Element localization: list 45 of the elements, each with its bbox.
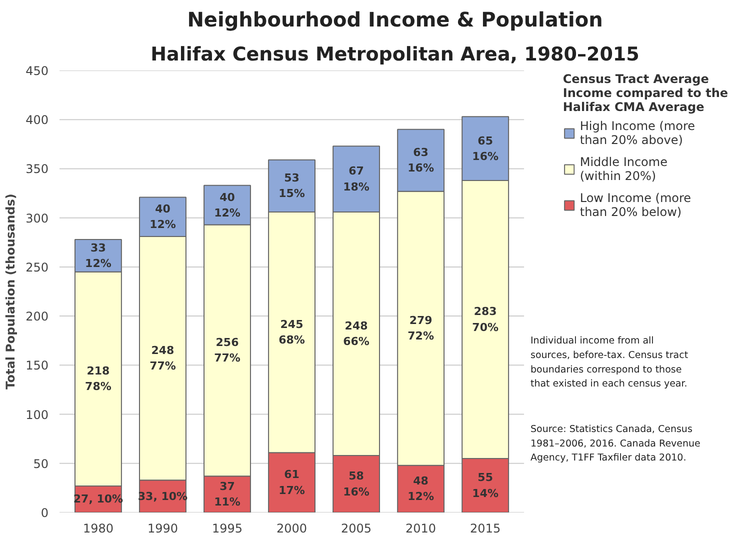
chart-subtitle: Halifax Census Metropolitan Area, 1980–2015	[150, 44, 640, 66]
data-label: 218 78%	[85, 364, 112, 394]
x-tick-label: 2010	[406, 522, 436, 536]
legend-label: Middle Income (within 20%)	[580, 155, 668, 183]
y-tick-label: 200	[26, 310, 48, 324]
y-tick-label: 300	[26, 211, 48, 226]
data-label: 58 16%	[343, 470, 370, 498]
y-tick-label: 450	[26, 64, 48, 78]
data-label: 67 18%	[343, 164, 370, 194]
data-label: 245 68%	[278, 318, 305, 347]
x-tick-label: 2000	[276, 522, 308, 536]
x-tick-label: 1995	[212, 522, 243, 536]
y-axis-title: Total Population (thousands)	[4, 194, 18, 390]
data-label: 279 72%	[408, 314, 434, 343]
legend-label: High Income (more than 20% above)	[580, 119, 695, 147]
data-label: 61 17%	[278, 468, 305, 497]
source-note: Source: Statistics Canada, Census 1981–2006, 2016. Canada Revenue Agency, T1FF Taxfiler data 2010.	[530, 424, 701, 464]
data-label: 63 16%	[408, 146, 434, 175]
chart-title: Neighbourhood Income & Population	[187, 8, 603, 32]
y-tick-label: 100	[26, 408, 48, 422]
data-label: 248 66%	[343, 319, 370, 348]
x-tick-label: 2015	[470, 522, 501, 536]
x-tick-label: 2005	[341, 522, 372, 536]
data-label: 37 11%	[214, 480, 240, 509]
data-label: 53 15%	[278, 172, 305, 200]
data-label: 48 12%	[408, 474, 434, 504]
x-tick-label: 1980	[82, 522, 114, 536]
y-tick-label: 250	[26, 260, 48, 274]
data-label: 248 77%	[150, 344, 176, 373]
y-tick-label: 400	[26, 113, 48, 128]
y-tick-label: 50	[33, 456, 49, 471]
data-label: 283 70%	[472, 305, 499, 334]
y-tick-label: 0	[40, 506, 49, 520]
x-tick-label: 1990	[147, 522, 178, 536]
data-label: 40 12%	[214, 190, 240, 220]
text: Individual income from all sources, before-tax. Census tract boundaries correspond to those that existed in each census year.	[530, 336, 688, 390]
data-label: 33 12%	[85, 241, 112, 270]
data-label: 256 77%	[214, 336, 240, 365]
data-label: 65 16%	[472, 134, 499, 163]
data-label: 40 12%	[150, 202, 176, 232]
legend-label: Low Income (more than 20% below)	[580, 191, 692, 219]
data-label: 55 14%	[472, 471, 499, 500]
y-tick-label: 350	[26, 162, 48, 176]
legend-title: Census Tract Average Income compared to the Halifax CMA Average	[562, 72, 728, 114]
y-tick-label: 150	[26, 358, 48, 373]
